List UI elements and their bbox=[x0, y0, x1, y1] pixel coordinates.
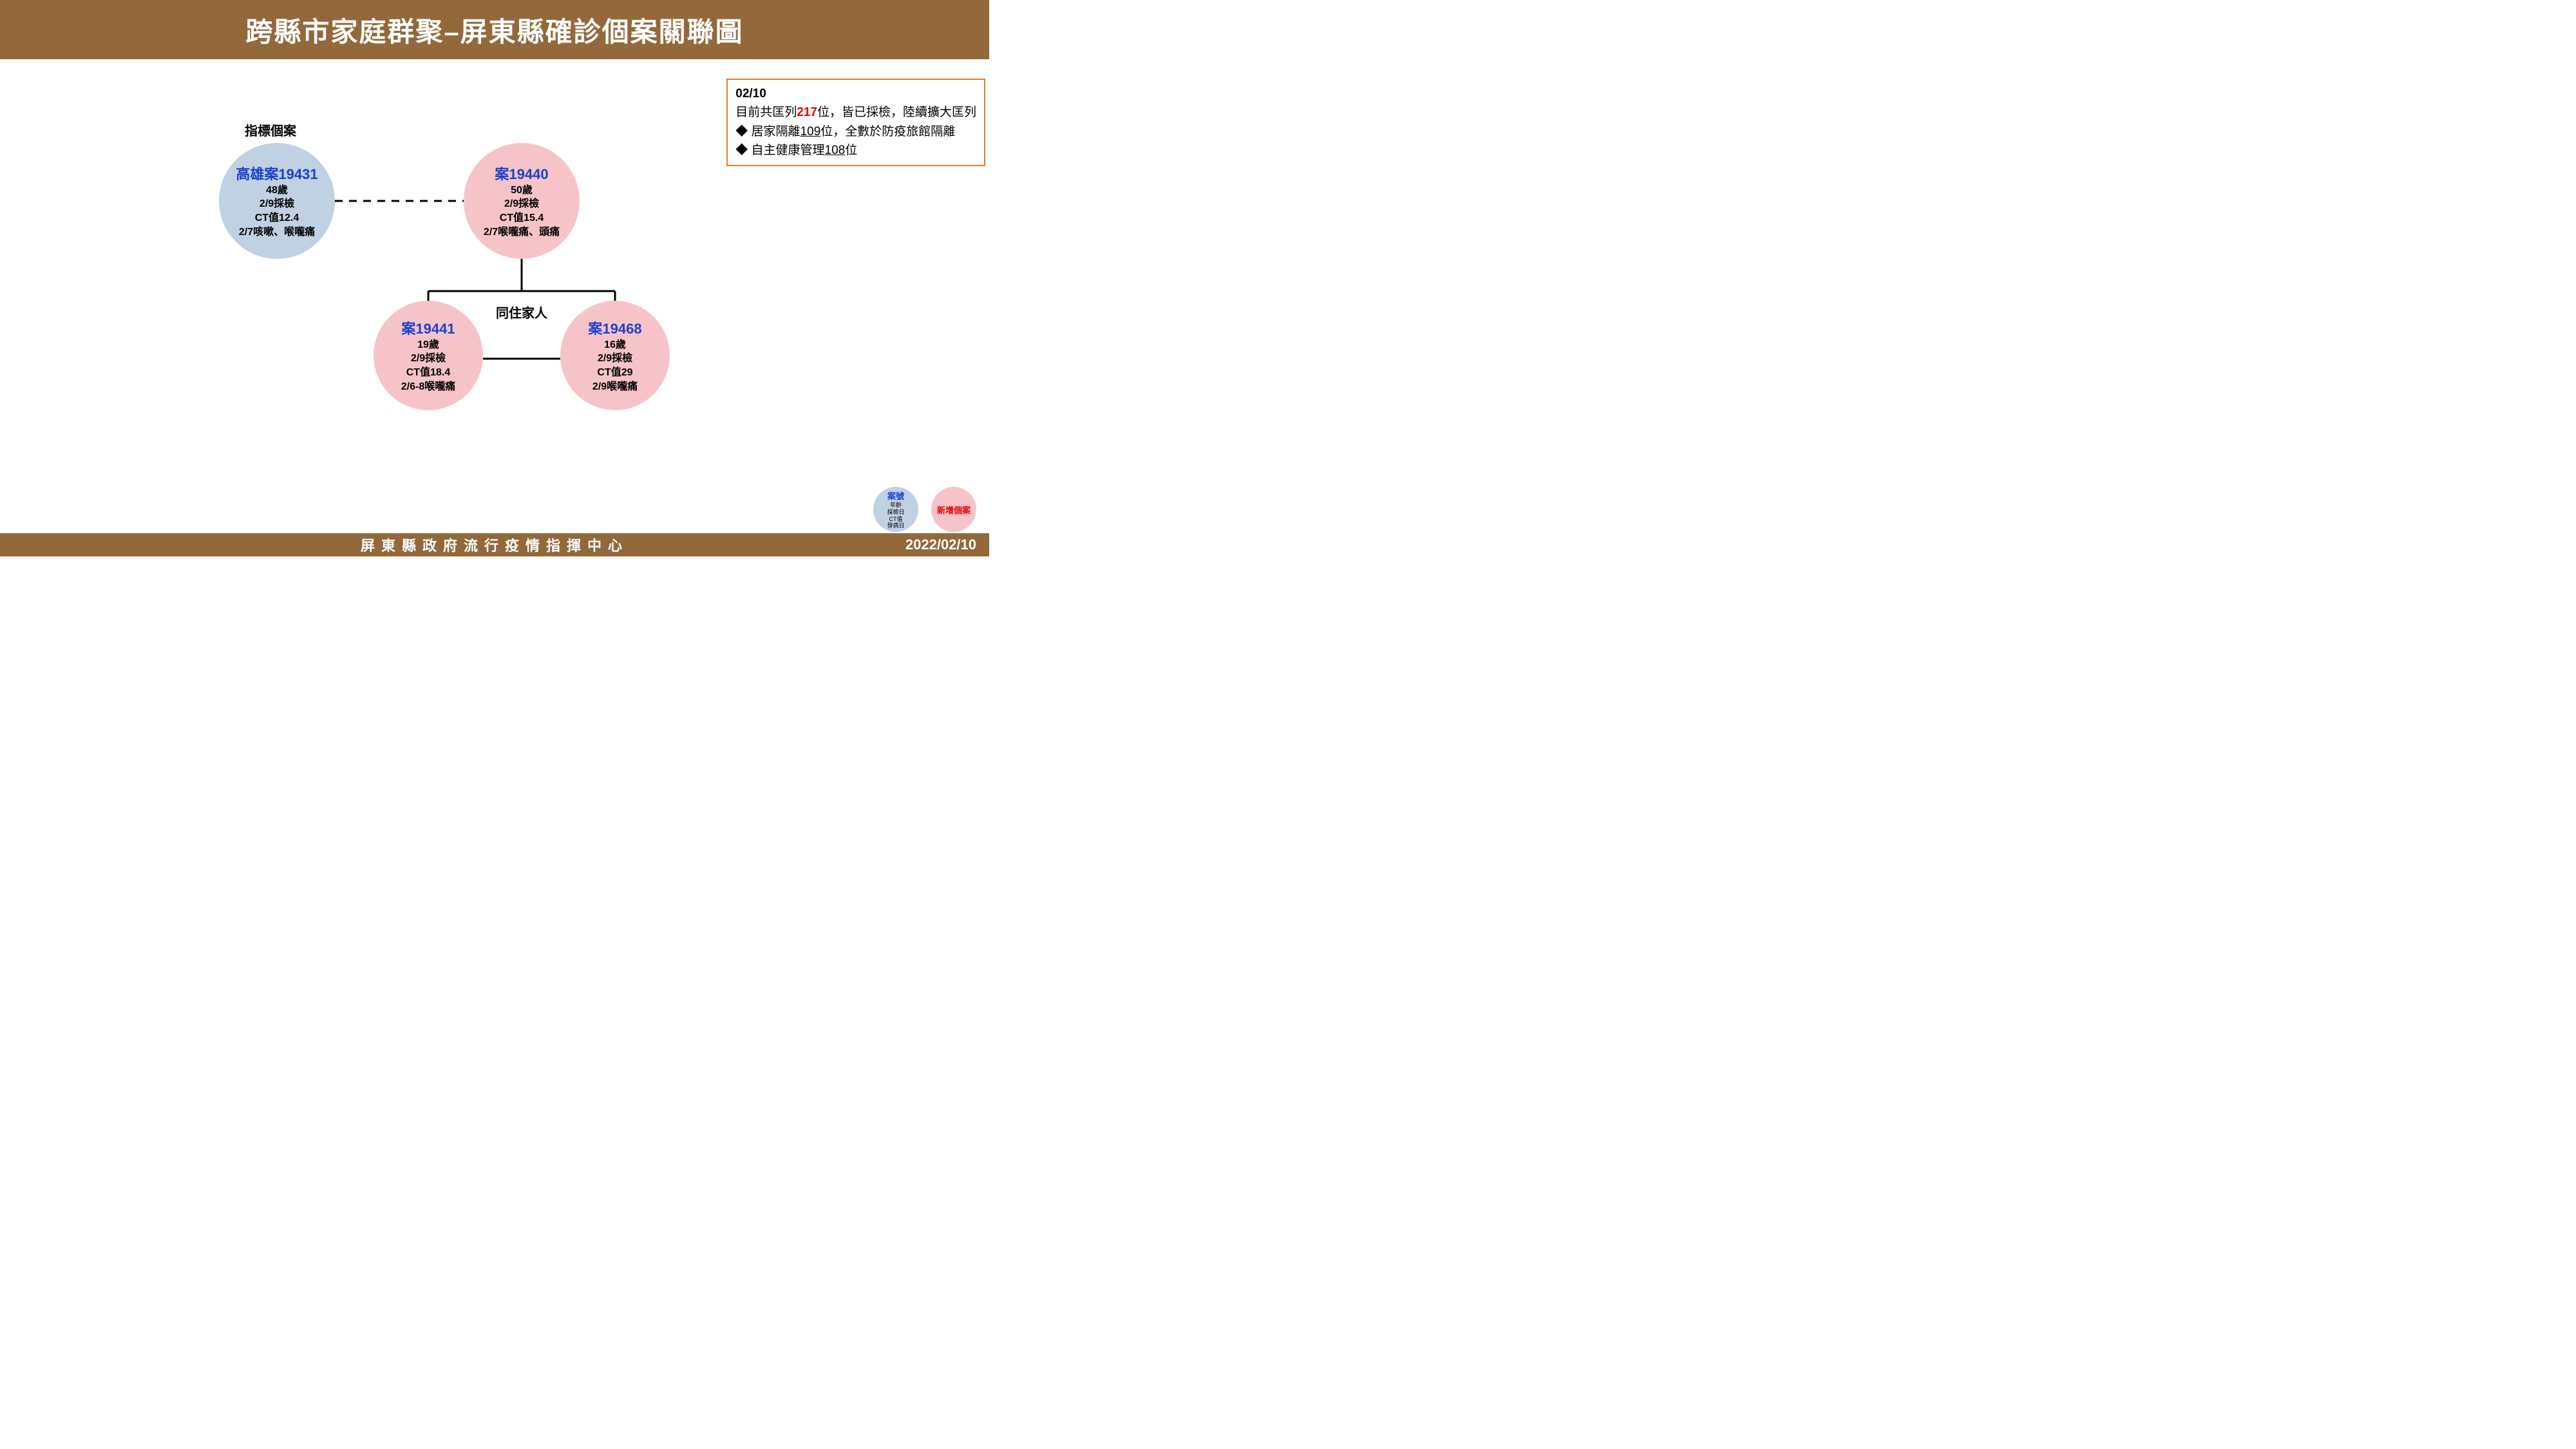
legend-blue-l3: CT值 bbox=[889, 516, 903, 523]
legend-blue-l1: 年齡 bbox=[890, 502, 902, 509]
case-test: 2/9採檢 bbox=[260, 197, 294, 211]
legend: 案號 年齡 採檢日 CT值 發病日 新增個案 bbox=[873, 487, 976, 532]
b2-count: 108 bbox=[825, 144, 846, 157]
case-age: 48歲 bbox=[266, 184, 288, 198]
page-title: 跨縣市家庭群聚–屏東縣確診個案關聯圖 bbox=[245, 10, 743, 50]
infobox-summary-post: 位，皆已採檢，陸續擴大匡列 bbox=[817, 106, 976, 119]
infobox-summary-count: 217 bbox=[797, 106, 817, 119]
infobox-date: 02/10 bbox=[735, 85, 976, 104]
case-ct: CT值29 bbox=[597, 366, 632, 380]
case-age: 19歲 bbox=[417, 338, 439, 352]
infobox-summary-pre: 目前共匡列 bbox=[735, 106, 797, 119]
b1-pre: 居家隔離 bbox=[752, 125, 800, 138]
infobox-summary: 目前共匡列217位，皆已採檢，陸續擴大匡列 bbox=[735, 104, 976, 122]
infobox-bullet-2: 自主健康管理108位 bbox=[735, 142, 976, 160]
case-symptom: 2/7喉嚨痛、頭痛 bbox=[484, 225, 560, 240]
case-symptom: 2/7咳嗽、喉嚨痛 bbox=[239, 225, 315, 240]
case-ct: CT值18.4 bbox=[406, 366, 450, 380]
infobox-bullet-1: 居家隔離109位，全數於防疫旅館隔離 bbox=[735, 123, 976, 142]
legend-blue-l2: 採檢日 bbox=[887, 509, 904, 516]
label-family: 同住家人 bbox=[496, 303, 547, 321]
case-ct: CT值15.4 bbox=[500, 211, 544, 225]
case-node-19441: 案19441 19歲 2/9採檢 CT值18.4 2/6-8喉嚨痛 bbox=[374, 301, 483, 410]
header: 跨縣市家庭群聚–屏東縣確診個案關聯圖 bbox=[0, 0, 989, 59]
case-title: 案19468 bbox=[588, 317, 641, 338]
case-test: 2/9採檢 bbox=[504, 197, 539, 211]
case-symptom: 2/9喉嚨痛 bbox=[592, 380, 638, 394]
case-age: 16歲 bbox=[604, 338, 626, 352]
case-test: 2/9採檢 bbox=[411, 352, 446, 366]
diagram-canvas: 指標個案 同住家人 02/10 目前共匡列217位，皆已採檢，陸續擴大匡列 居家… bbox=[0, 59, 989, 533]
case-test: 2/9採檢 bbox=[598, 352, 632, 366]
footer: 屏東縣政府流行疫情指揮中心 2022/02/10 bbox=[0, 533, 989, 556]
legend-new-case: 新增個案 bbox=[931, 487, 976, 532]
footer-org: 屏東縣政府流行疫情指揮中心 bbox=[361, 535, 629, 555]
case-ct: CT值12.4 bbox=[255, 211, 299, 225]
case-age: 50歲 bbox=[511, 184, 533, 198]
case-node-19440: 案19440 50歲 2/9採檢 CT值15.4 2/7喉嚨痛、頭痛 bbox=[464, 143, 580, 259]
info-box: 02/10 目前共匡列217位，皆已採檢，陸續擴大匡列 居家隔離109位，全數於… bbox=[726, 79, 985, 166]
infobox-bullets: 居家隔離109位，全數於防疫旅館隔離 自主健康管理108位 bbox=[735, 123, 976, 160]
footer-date: 2022/02/10 bbox=[905, 536, 976, 553]
b1-post: 位，全數於防疫旅館隔離 bbox=[820, 125, 955, 138]
case-node-19431: 高雄案19431 48歲 2/9採檢 CT值12.4 2/7咳嗽、喉嚨痛 bbox=[219, 143, 335, 259]
b1-count: 109 bbox=[800, 125, 821, 138]
legend-blue-l4: 發病日 bbox=[887, 522, 904, 529]
legend-blue-title: 案號 bbox=[887, 489, 904, 502]
case-title: 案19441 bbox=[401, 317, 455, 338]
case-title: 高雄案19431 bbox=[236, 163, 317, 184]
case-title: 案19440 bbox=[495, 163, 548, 184]
case-symptom: 2/6-8喉嚨痛 bbox=[401, 380, 455, 394]
case-node-19468: 案19468 16歲 2/9採檢 CT值29 2/9喉嚨痛 bbox=[560, 301, 670, 410]
legend-pink-title: 新增個案 bbox=[937, 504, 971, 516]
legend-existing-case: 案號 年齡 採檢日 CT值 發病日 bbox=[873, 487, 918, 532]
b2-pre: 自主健康管理 bbox=[752, 144, 825, 157]
label-index-case: 指標個案 bbox=[245, 120, 296, 139]
b2-post: 位 bbox=[845, 144, 857, 157]
